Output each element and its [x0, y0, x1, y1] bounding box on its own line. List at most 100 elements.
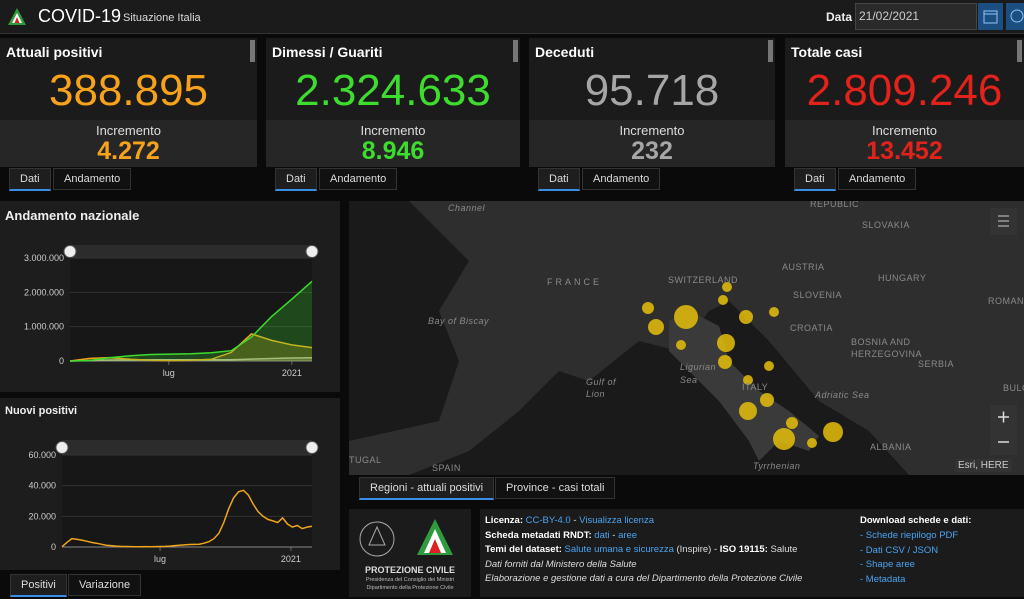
- text: Dati forniti dal Ministero della Salute: [485, 558, 637, 570]
- series-area: [70, 333, 312, 361]
- region-bubble[interactable]: [642, 302, 654, 314]
- y-tick-label: 40.000: [28, 481, 56, 491]
- region-bubble[interactable]: [760, 393, 774, 407]
- region-bubble[interactable]: [718, 295, 728, 305]
- region-bubble[interactable]: [823, 422, 843, 442]
- card-value: 95.718: [584, 66, 720, 115]
- link[interactable]: CC-BY-4.0: [525, 515, 571, 526]
- zoom-control[interactable]: [990, 405, 1017, 455]
- slider-handle[interactable]: [305, 245, 319, 258]
- logo-icon: [8, 8, 26, 25]
- download-link[interactable]: - Dati CSV / JSON: [860, 544, 939, 556]
- region-bubble[interactable]: [722, 282, 732, 292]
- app-subtitle: Situazione Italia: [123, 12, 201, 24]
- increment-value: 8.946: [361, 137, 425, 165]
- download-link[interactable]: - Schede riepilogo PDF: [860, 530, 959, 541]
- map-label: CROATIA: [790, 323, 833, 333]
- map-label: SLOVAKIA: [862, 220, 910, 230]
- app-title: COVID-19: [38, 6, 122, 26]
- region-bubble[interactable]: [786, 417, 798, 429]
- slider-handle[interactable]: [305, 441, 319, 454]
- header: COVID-19 Situazione Italia Data 21/02/20…: [0, 0, 1024, 34]
- tab[interactable]: Andamento: [582, 168, 661, 190]
- calendar-button[interactable]: [978, 3, 1003, 30]
- region-bubble[interactable]: [743, 375, 753, 385]
- map-label: FRANCE: [547, 277, 602, 287]
- region-bubble[interactable]: [648, 319, 664, 335]
- date-input[interactable]: 21/02/2021: [855, 3, 977, 30]
- tab[interactable]: Positivi: [10, 574, 67, 597]
- attribution: Esri, HERE: [955, 459, 1012, 472]
- info-box: Licenza: CC-BY-4.0 - Visualizza licenza S…: [480, 509, 1024, 597]
- slider-handle[interactable]: [55, 441, 69, 454]
- tab[interactable]: Variazione: [68, 574, 142, 596]
- link[interactable]: Salute umana e sicurezza: [564, 544, 674, 555]
- region-bubble[interactable]: [718, 355, 732, 369]
- bubbles: [642, 282, 843, 450]
- region-bubble[interactable]: [769, 307, 779, 317]
- tab[interactable]: Andamento: [838, 168, 917, 190]
- range-slider[interactable]: [70, 245, 312, 258]
- range-slider[interactable]: [62, 440, 312, 455]
- y-tick-label: 3.000.000: [24, 253, 64, 263]
- download-link[interactable]: - Metadata: [860, 573, 906, 585]
- map-label: HUNGARY: [878, 273, 926, 283]
- card-footer: Incremento 232: [529, 120, 775, 167]
- map-label: ALBANIA: [870, 442, 912, 452]
- x-tick-label: 2021: [281, 554, 301, 564]
- text: Licenza:: [485, 515, 526, 526]
- time-button[interactable]: [1006, 3, 1024, 30]
- link[interactable]: dati: [594, 529, 610, 541]
- region-bubble[interactable]: [739, 402, 757, 420]
- slider-handle[interactable]: [63, 245, 77, 258]
- date-value: 21/02/2021: [859, 9, 920, 23]
- card: Dimessi / Guariti 2.324.633 Incremento 8.94…: [266, 38, 520, 167]
- text: ISO 19115:: [719, 544, 771, 555]
- logo-line: Dipartimento della Protezione Civile: [366, 585, 454, 591]
- info-line: Dati forniti dal Ministero della Salute: [485, 559, 637, 570]
- map-label: SLOVENIA: [793, 290, 842, 300]
- legend-button[interactable]: [990, 208, 1017, 235]
- map-label: HERZEGOVINA: [851, 349, 922, 359]
- downloads-title: Download schede e dati:: [860, 515, 972, 526]
- region-bubble[interactable]: [807, 438, 817, 448]
- y-tick-label: 2.000.000: [24, 287, 64, 297]
- map-label: REPUBLIC: [810, 201, 859, 209]
- tab[interactable]: Dati: [275, 168, 317, 191]
- download-link[interactable]: - Shape aree: [860, 559, 915, 570]
- series-line: [69, 280, 313, 362]
- tab[interactable]: Dati: [794, 168, 836, 191]
- tab[interactable]: Dati: [9, 168, 51, 191]
- tab[interactable]: Dati: [538, 168, 580, 191]
- x-tick-label: lug: [163, 368, 175, 378]
- tab[interactable]: Andamento: [53, 168, 132, 190]
- chart: 0 20.000 40.000 60.000 lug 2021: [28, 440, 319, 564]
- link[interactable]: Visualizza licenza: [579, 515, 654, 526]
- x-tick-label: lug: [154, 554, 166, 564]
- chart-panel: Andamento nazionale 0 1.000.000 2.000.000 3…: [0, 201, 340, 392]
- scrollbar: [1017, 40, 1022, 62]
- region-bubble[interactable]: [739, 310, 753, 324]
- region-bubble[interactable]: [764, 361, 774, 371]
- map-label: BULGARI: [1003, 383, 1024, 393]
- tab[interactable]: Regioni - attuali positivi: [359, 477, 495, 500]
- map[interactable]: Channel REPUBLIC SLOVAKIA FRANCE SWITZERLAND…: [349, 201, 1024, 475]
- region-bubble[interactable]: [717, 334, 735, 352]
- card-footer: Incremento 4.272: [0, 120, 257, 167]
- increment-value: 232: [631, 137, 673, 165]
- region-bubble[interactable]: [773, 428, 795, 450]
- map-label: TUGAL: [349, 455, 382, 465]
- text: -: [609, 529, 619, 541]
- link[interactable]: aree: [618, 529, 638, 541]
- info-line: Scheda metadati RNDT: dati - aree: [485, 530, 637, 541]
- map-label: Ligurian: [680, 362, 716, 372]
- region-bubble[interactable]: [676, 340, 686, 350]
- scrollbar: [513, 40, 518, 62]
- region-bubble[interactable]: [674, 305, 698, 329]
- increment-value: 13.452: [866, 137, 943, 165]
- tab[interactable]: Andamento: [319, 168, 398, 190]
- tab[interactable]: Province - casi totali: [495, 477, 616, 499]
- series-line: [61, 489, 313, 548]
- map-label: ROMANIA: [988, 296, 1024, 306]
